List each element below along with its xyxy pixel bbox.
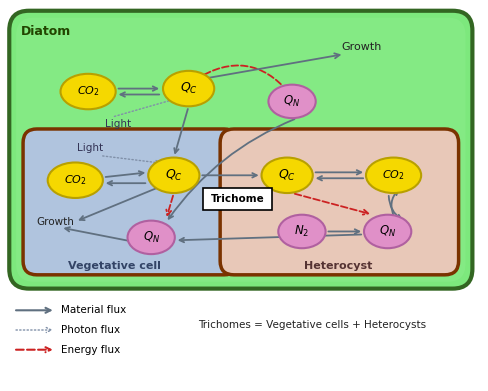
Ellipse shape	[363, 215, 410, 248]
Text: Growth: Growth	[341, 42, 381, 52]
Text: Diatom: Diatom	[21, 25, 71, 38]
Ellipse shape	[148, 158, 199, 193]
Text: $Q_N$: $Q_N$	[378, 224, 395, 239]
FancyBboxPatch shape	[220, 129, 458, 275]
Text: $CO_2$: $CO_2$	[382, 169, 404, 182]
Ellipse shape	[268, 84, 315, 118]
Text: $Q_N$: $Q_N$	[142, 230, 160, 245]
Ellipse shape	[261, 158, 312, 193]
FancyBboxPatch shape	[9, 11, 471, 289]
Text: Trichome: Trichome	[211, 194, 264, 204]
Ellipse shape	[365, 158, 420, 193]
Text: $Q_C$: $Q_C$	[164, 168, 183, 183]
Text: Trichomes = Vegetative cells + Heterocysts: Trichomes = Vegetative cells + Heterocys…	[198, 320, 426, 330]
Ellipse shape	[61, 74, 116, 109]
Text: Heterocyst: Heterocyst	[304, 261, 372, 271]
Ellipse shape	[278, 215, 325, 248]
Text: $N_2$: $N_2$	[294, 224, 309, 239]
Text: Growth: Growth	[36, 217, 74, 227]
FancyBboxPatch shape	[203, 188, 272, 210]
Text: $Q_C$: $Q_C$	[278, 168, 296, 183]
Text: $CO_2$: $CO_2$	[77, 84, 99, 99]
Text: $CO_2$: $CO_2$	[64, 173, 86, 187]
Text: Light: Light	[104, 119, 131, 129]
Ellipse shape	[163, 71, 214, 106]
Text: Vegetative cell: Vegetative cell	[68, 261, 161, 271]
Text: Light: Light	[77, 143, 103, 152]
Text: Photon flux: Photon flux	[61, 325, 120, 335]
Text: Energy flux: Energy flux	[61, 345, 120, 355]
Ellipse shape	[127, 221, 174, 254]
Text: $Q_N$: $Q_N$	[283, 94, 300, 109]
FancyBboxPatch shape	[23, 129, 237, 275]
Text: $Q_C$: $Q_C$	[179, 81, 197, 96]
FancyBboxPatch shape	[16, 18, 465, 282]
Ellipse shape	[48, 163, 102, 198]
Text: Material flux: Material flux	[61, 305, 125, 315]
